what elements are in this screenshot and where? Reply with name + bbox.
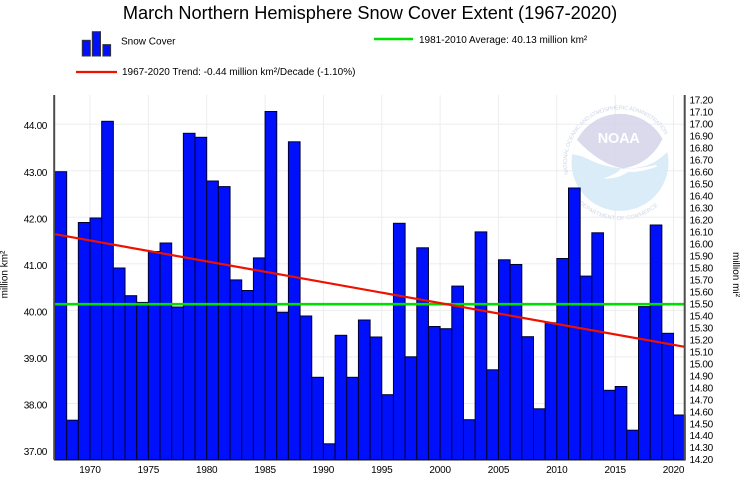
svg-text:million mi²: million mi² bbox=[730, 252, 740, 298]
svg-text:16.60: 16.60 bbox=[690, 168, 714, 179]
svg-text:16.70: 16.70 bbox=[690, 156, 714, 167]
svg-text:2010: 2010 bbox=[546, 465, 568, 476]
svg-text:16.80: 16.80 bbox=[690, 144, 714, 155]
svg-text:1970: 1970 bbox=[79, 465, 101, 476]
svg-text:14.90: 14.90 bbox=[690, 371, 714, 382]
svg-text:40.00: 40.00 bbox=[24, 307, 48, 318]
svg-text:1967-2020 Trend: -0.44 million: 1967-2020 Trend: -0.44 million km²/Decad… bbox=[122, 67, 355, 78]
svg-text:15.20: 15.20 bbox=[690, 335, 714, 346]
svg-text:Snow Cover: Snow Cover bbox=[121, 37, 176, 48]
svg-text:15.90: 15.90 bbox=[690, 252, 714, 263]
svg-text:16.10: 16.10 bbox=[690, 228, 714, 239]
svg-text:1981-2010 Average: 40.13 milli: 1981-2010 Average: 40.13 million km² bbox=[419, 35, 588, 46]
svg-text:38.00: 38.00 bbox=[24, 401, 48, 412]
svg-text:15.60: 15.60 bbox=[690, 287, 714, 298]
svg-text:43.00: 43.00 bbox=[24, 168, 48, 179]
svg-text:17.20: 17.20 bbox=[690, 96, 714, 107]
svg-text:16.00: 16.00 bbox=[690, 240, 714, 251]
svg-text:15.50: 15.50 bbox=[690, 299, 714, 310]
svg-text:37.00: 37.00 bbox=[24, 447, 48, 458]
svg-text:NOAA: NOAA bbox=[598, 131, 641, 147]
svg-text:March Northern Hemisphere Snow: March Northern Hemisphere Snow Cover Ext… bbox=[123, 3, 617, 23]
svg-text:1990: 1990 bbox=[313, 465, 335, 476]
svg-text:1995: 1995 bbox=[371, 465, 393, 476]
svg-text:1975: 1975 bbox=[138, 465, 160, 476]
svg-text:41.00: 41.00 bbox=[24, 261, 48, 272]
svg-text:14.20: 14.20 bbox=[690, 455, 714, 466]
svg-text:39.00: 39.00 bbox=[24, 354, 48, 365]
svg-text:1980: 1980 bbox=[196, 465, 218, 476]
svg-text:14.60: 14.60 bbox=[690, 407, 714, 418]
svg-text:1985: 1985 bbox=[254, 465, 276, 476]
svg-text:2005: 2005 bbox=[488, 465, 510, 476]
svg-text:million km²: million km² bbox=[0, 250, 11, 298]
svg-text:14.70: 14.70 bbox=[690, 395, 714, 406]
svg-text:14.40: 14.40 bbox=[690, 431, 714, 442]
svg-text:15.30: 15.30 bbox=[690, 323, 714, 334]
svg-text:2000: 2000 bbox=[429, 465, 451, 476]
svg-text:14.30: 14.30 bbox=[690, 443, 714, 454]
svg-text:17.10: 17.10 bbox=[690, 108, 714, 119]
svg-text:16.90: 16.90 bbox=[690, 132, 714, 143]
svg-text:42.00: 42.00 bbox=[24, 214, 48, 225]
svg-text:15.40: 15.40 bbox=[690, 311, 714, 322]
svg-text:2015: 2015 bbox=[604, 465, 626, 476]
svg-text:15.00: 15.00 bbox=[690, 359, 714, 370]
svg-text:17.00: 17.00 bbox=[690, 120, 714, 131]
svg-text:15.10: 15.10 bbox=[690, 347, 714, 358]
svg-text:15.80: 15.80 bbox=[690, 264, 714, 275]
svg-text:44.00: 44.00 bbox=[24, 121, 48, 132]
svg-text:16.40: 16.40 bbox=[690, 192, 714, 203]
svg-text:2020: 2020 bbox=[663, 465, 685, 476]
svg-text:14.80: 14.80 bbox=[690, 383, 714, 394]
svg-text:16.20: 16.20 bbox=[690, 216, 714, 227]
svg-text:16.30: 16.30 bbox=[690, 204, 714, 215]
svg-text:14.50: 14.50 bbox=[690, 419, 714, 430]
svg-text:15.70: 15.70 bbox=[690, 276, 714, 287]
svg-text:16.50: 16.50 bbox=[690, 180, 714, 191]
